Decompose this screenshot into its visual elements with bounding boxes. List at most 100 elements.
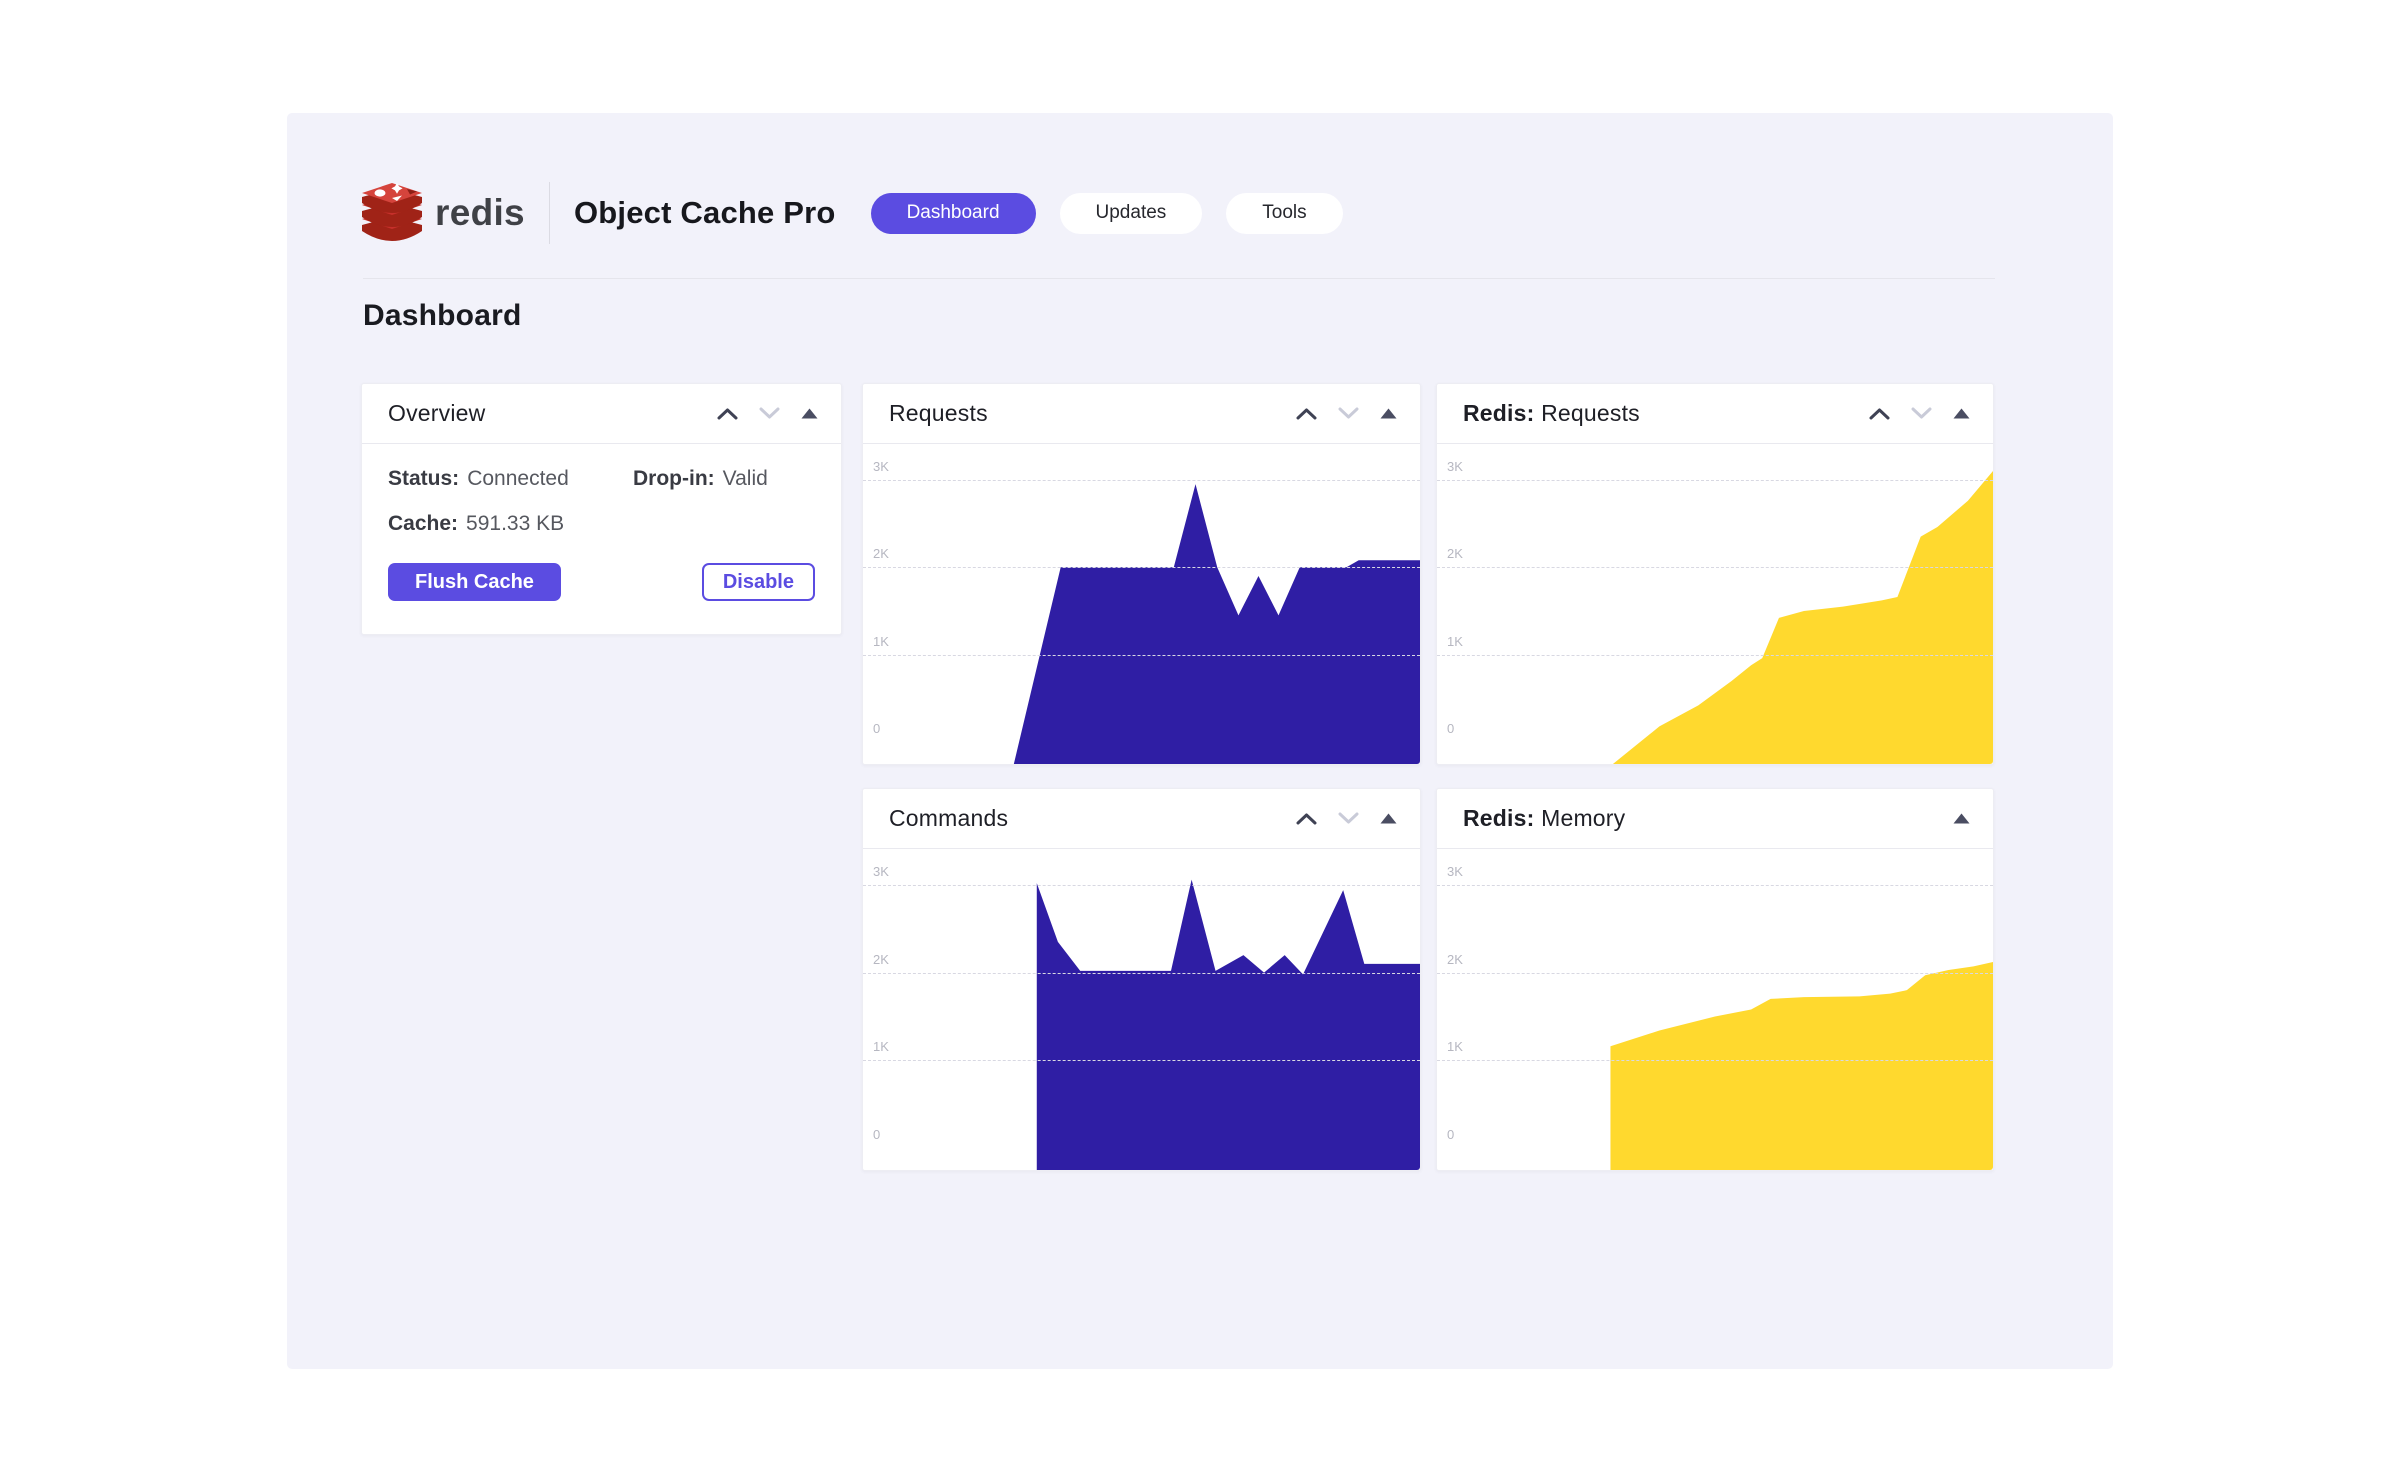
y-tick-label: 3K [1447,863,1463,879]
move-down-button[interactable] [1336,810,1361,827]
y-tick-label: 3K [873,863,889,879]
card-controls [1294,405,1399,422]
cache-field: Cache: 591.33 KB [388,512,564,536]
chevron-down-icon [759,407,780,419]
commands-card: Commands 3K 2K 1K 0 [862,788,1421,1171]
collapse-triangle-icon [1953,408,1970,419]
gridline-2K [863,972,1420,974]
product-title: Object Cache Pro [573,195,836,230]
requests-card: Requests 3K 2K 1K 0 [862,383,1421,765]
collapse-triangle-icon [1380,813,1397,824]
y-tick-label: 1K [1447,633,1463,649]
commands-area-svg [1036,879,1420,1170]
page-title: Dashboard [363,299,522,332]
gridline-2K [1437,567,1993,569]
card-title: Redis: Memory [1463,805,1625,832]
collapse-button[interactable] [1378,811,1399,826]
dropin-label: Drop-in: [633,467,715,490]
y-tick-label: 0 [1447,721,1455,737]
cache-value: 591.33 KB [466,512,565,535]
chevron-up-icon [1869,408,1890,420]
card-title-text: Requests [889,400,988,426]
overview-body: Status: Connected Drop-in: Valid Cache: 591… [362,444,841,601]
y-tick-label: 0 [873,1127,881,1143]
status-field: Status: Connected [388,467,633,491]
card-title-text: Requests [1541,400,1640,426]
chevron-down-icon [1338,812,1359,824]
redis-memory-card-header: Redis: Memory [1437,789,1993,849]
area-fill [1036,879,1420,1170]
nav-tab-tools[interactable]: Tools [1226,192,1343,234]
area-fill [1013,484,1420,764]
card-controls [1867,405,1972,422]
overview-card: Overview Status: Connected Drop-in: V [361,383,842,635]
gridline-1K [1437,654,1993,656]
chevron-up-icon [717,408,738,420]
dropin-value: Valid [722,467,768,490]
gridline-3K [1437,479,1993,481]
move-up-button[interactable] [1294,810,1319,827]
card-controls [715,405,820,422]
collapse-button[interactable] [1951,406,1972,421]
collapse-button[interactable] [799,406,820,421]
y-tick-label: 1K [873,633,889,649]
disable-button[interactable]: Disable [701,563,815,601]
primary-nav: Dashboard Updates Tools [870,192,1343,234]
y-tick-label: 2K [1447,951,1463,967]
card-title: Overview [388,400,485,427]
redis-memory-chart: 3K 2K 1K 0 [1437,849,1993,1170]
card-title: Redis: Requests [1463,400,1640,427]
redis-logo [362,183,422,241]
y-tick-label: 2K [873,546,889,562]
move-down-button[interactable] [757,405,782,422]
y-tick-label: 3K [873,458,889,474]
move-down-button[interactable] [1909,405,1934,422]
gridline-3K [863,479,1420,481]
flush-cache-button[interactable]: Flush Cache [388,563,561,601]
card-title-prefix: Redis: [1463,805,1535,831]
redis-memory-card: Redis: Memory 3K 2K 1K 0 [1436,788,1994,1171]
card-title-text: Memory [1541,805,1626,831]
overview-card-header: Overview [362,384,841,444]
main-panel: redis Object Cache Pro Dashboard Updates… [287,113,2113,1369]
chevron-up-icon [1296,813,1317,825]
area-fill [1610,962,1993,1170]
y-tick-label: 0 [873,721,881,737]
card-controls [1294,810,1399,827]
gridline-3K [863,884,1420,886]
y-tick-label: 0 [1447,1127,1455,1143]
collapse-triangle-icon [1380,408,1397,419]
dropin-field: Drop-in: Valid [633,467,768,491]
nav-tab-dashboard[interactable]: Dashboard [870,192,1036,234]
chevron-down-icon [1338,407,1359,419]
move-up-button[interactable] [1294,405,1319,422]
commands-card-header: Commands [863,789,1420,849]
move-up-button[interactable] [1867,405,1892,422]
gridline-2K [1437,972,1993,974]
card-title-text: Commands [889,805,1009,831]
gridline-2K [863,567,1420,569]
redis-memory-area-svg [1610,962,1993,1170]
collapse-button[interactable] [1378,406,1399,421]
y-tick-label: 3K [1447,458,1463,474]
header-divider [548,182,550,244]
collapse-button[interactable] [1951,811,1972,826]
area-fill [1612,471,1993,764]
status-label: Status: [388,467,460,490]
card-title-prefix: Redis: [1463,400,1535,426]
collapse-triangle-icon [1953,813,1970,824]
nav-tab-updates[interactable]: Updates [1059,192,1203,234]
move-down-button[interactable] [1336,405,1361,422]
redis-requests-area-svg [1612,471,1993,764]
chevron-up-icon [1296,408,1317,420]
y-tick-label: 1K [1447,1039,1463,1055]
gridline-1K [1437,1060,1993,1062]
cache-label: Cache: [388,512,459,535]
card-title: Commands [889,805,1008,832]
move-up-button[interactable] [715,405,740,422]
collapse-triangle-icon [801,408,818,419]
requests-chart: 3K 2K 1K 0 [863,444,1420,764]
y-tick-label: 1K [873,1039,889,1055]
y-tick-label: 2K [1447,546,1463,562]
topbar: redis Object Cache Pro Dashboard Updates… [360,175,1343,251]
